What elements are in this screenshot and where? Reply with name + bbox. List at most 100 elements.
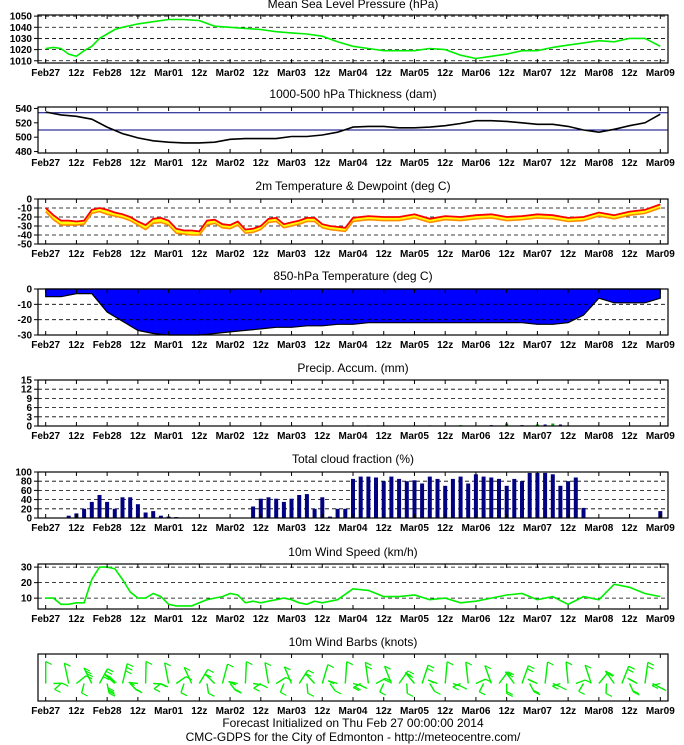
cloud-xtick-label: Mar02 bbox=[216, 523, 245, 534]
thickness-xtick-label: Mar09 bbox=[646, 158, 675, 169]
t850-xtick-label: Mar05 bbox=[400, 340, 429, 351]
cloud-bar bbox=[458, 476, 463, 518]
t850-xtick-label: Mar02 bbox=[216, 340, 245, 351]
mslp-xtick-label: 12z bbox=[314, 68, 330, 79]
cloud-bar bbox=[281, 501, 286, 518]
wind-barb bbox=[121, 663, 128, 684]
temp-xtick-label: 12z bbox=[437, 249, 453, 260]
mslp-xtick-label: Mar05 bbox=[400, 68, 429, 79]
wind-barb bbox=[544, 661, 549, 684]
cloud-bar bbox=[435, 478, 440, 518]
mslp-ytick-label: 1040 bbox=[10, 23, 33, 34]
wind-barb bbox=[565, 661, 569, 684]
cloud-xtick-label: 12z bbox=[253, 523, 269, 534]
wind-barb bbox=[621, 665, 630, 684]
temp-xtick-label: 12z bbox=[499, 249, 515, 260]
wind-xtick-label: Mar09 bbox=[646, 614, 675, 625]
cloud-ytick-label: 20 bbox=[21, 504, 33, 515]
wind-ytick-label: 20 bbox=[21, 578, 33, 589]
wind-barb-feather bbox=[227, 663, 234, 668]
footer-init-line: Forecast Initialized on Thu Feb 27 00:00… bbox=[222, 716, 484, 730]
cloud-bar bbox=[450, 478, 455, 518]
thickness-xtick-label: 12z bbox=[314, 158, 330, 169]
wind-barb-feather bbox=[647, 661, 655, 666]
wind-barb bbox=[253, 682, 262, 689]
wind-barb bbox=[352, 682, 362, 689]
thickness-xtick-label: Mar03 bbox=[277, 158, 306, 169]
wind-barb bbox=[504, 671, 515, 684]
wind-barb bbox=[306, 683, 309, 694]
wind-barb-feather bbox=[108, 690, 116, 695]
cloud-bar bbox=[112, 508, 117, 518]
cloud-bar bbox=[535, 472, 540, 518]
precip-ytick-label: 12 bbox=[21, 385, 33, 396]
wind-barb bbox=[552, 682, 561, 687]
cloud-xtick-label: 12z bbox=[376, 523, 392, 534]
cloud-bar bbox=[527, 472, 532, 518]
mslp-ytick-label: 1050 bbox=[10, 12, 33, 23]
wind-barb-feather bbox=[533, 689, 540, 694]
precip-ytick-label: 6 bbox=[26, 403, 32, 414]
thickness-xtick-label: 12z bbox=[560, 158, 576, 169]
precip-title: Precip. Accum. (mm) bbox=[297, 361, 408, 375]
cloud-ytick-label: 0 bbox=[26, 514, 32, 525]
t850-xtick-label: Feb28 bbox=[93, 340, 122, 351]
cloud-bar bbox=[128, 497, 133, 518]
thickness-series-line bbox=[45, 111, 661, 144]
precip-xtick-label: Mar03 bbox=[277, 431, 306, 442]
cloud-bar bbox=[397, 478, 402, 518]
wind-barb-feather bbox=[161, 683, 169, 688]
wind-barb-feather bbox=[578, 690, 585, 695]
wind-panel: 10m Wind Speed (km/h) 10 20 30 Feb27 12z Feb28… bbox=[21, 545, 675, 625]
temp-xtick-label: 12z bbox=[130, 249, 146, 260]
thickness-xtick-label: Mar06 bbox=[461, 158, 490, 169]
cloud-bar bbox=[389, 476, 394, 518]
barbs-xtick-label: 12z bbox=[622, 706, 638, 717]
thickness-ytick-label: 500 bbox=[15, 133, 32, 144]
wind-barb-feather bbox=[62, 682, 69, 687]
thickness-panel: 1000-500 hPa Thickness (dam) 480 500 520 540… bbox=[15, 87, 675, 169]
wind-barb-feather bbox=[407, 692, 414, 698]
cloud-xtick-label: Mar09 bbox=[646, 523, 675, 534]
thickness-xtick-label: Mar04 bbox=[339, 158, 368, 169]
wind-barb bbox=[183, 667, 193, 684]
wind-barb-feather bbox=[606, 672, 614, 677]
wind-barb-feather bbox=[134, 688, 142, 693]
wind-barb-feather bbox=[106, 675, 114, 681]
mslp-xtick-label: Mar04 bbox=[339, 68, 368, 79]
thickness-xtick-label: Mar05 bbox=[400, 158, 429, 169]
wind-barb-feather bbox=[560, 686, 567, 691]
cloud-bar bbox=[443, 485, 448, 518]
wind-barb-feather bbox=[632, 690, 640, 695]
cloud-bar bbox=[97, 495, 102, 518]
temp-xtick-label: 12z bbox=[191, 249, 207, 260]
cloud-xtick-label: Feb28 bbox=[93, 523, 122, 534]
barbs-xtick-label: Mar05 bbox=[400, 706, 429, 717]
temp-ytick-label: -20 bbox=[18, 213, 33, 224]
cloud-xtick-label: Mar07 bbox=[523, 523, 552, 534]
precip-xtick-label: 12z bbox=[314, 431, 330, 442]
wind-xtick-label: 12z bbox=[253, 614, 269, 625]
wind-barb bbox=[444, 661, 448, 684]
wind-barb-feather bbox=[229, 681, 237, 686]
cloud-ytick-label: 100 bbox=[15, 468, 32, 479]
wind-barb-feather bbox=[427, 679, 435, 684]
mslp-plot-frame bbox=[37, 14, 669, 64]
wind-barb-feather bbox=[164, 662, 171, 667]
wind-barb-feather bbox=[264, 662, 272, 667]
barbs-xtick-label: 12z bbox=[191, 706, 207, 717]
cloud-bar bbox=[297, 495, 302, 518]
mslp-series-line bbox=[45, 18, 661, 60]
temp-xtick-label: Mar01 bbox=[154, 249, 183, 260]
t850-xtick-label: 12z bbox=[253, 340, 269, 351]
cloud-bar bbox=[89, 501, 94, 518]
t850-ytick-label: 0 bbox=[26, 285, 32, 296]
wind-barb bbox=[275, 676, 287, 685]
precip-xtick-label: Mar04 bbox=[339, 431, 368, 442]
wind-barb-feather bbox=[452, 686, 460, 691]
wind-xtick-label: Mar05 bbox=[400, 614, 429, 625]
wind-xtick-label: Mar02 bbox=[216, 614, 245, 625]
wind-barb bbox=[575, 679, 586, 685]
wind-barb bbox=[175, 676, 187, 685]
barbs-xtick-label: Mar06 bbox=[461, 706, 490, 717]
